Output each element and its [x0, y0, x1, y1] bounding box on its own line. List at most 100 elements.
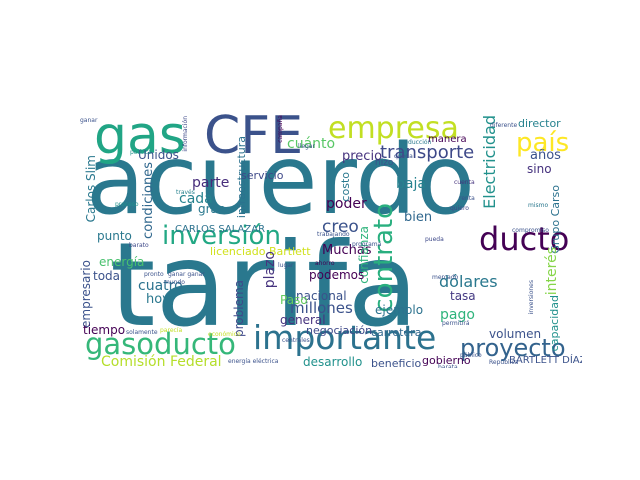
word: servicio [241, 169, 284, 182]
word: proceso [115, 201, 139, 208]
word: barata [438, 364, 458, 369]
word: inversión [162, 221, 281, 251]
word: Unidos [138, 148, 179, 162]
word: toda [93, 269, 121, 283]
word: gasoducto [85, 327, 236, 361]
word: punto [97, 229, 132, 243]
word: ahorro [315, 260, 335, 267]
word: desarrollo [303, 355, 363, 368]
word: pago [440, 307, 475, 323]
word: barato [129, 242, 149, 249]
word: contrato [369, 203, 399, 313]
word: tasa [450, 289, 476, 303]
word: plazo [262, 251, 278, 289]
word: beneficio [371, 357, 422, 368]
word: podemos [309, 268, 365, 282]
word: programa [352, 241, 382, 248]
word: Comisión Federal [101, 354, 222, 368]
word: manera [428, 134, 467, 145]
word: mundo [164, 279, 185, 286]
word: tarifa [110, 218, 419, 353]
word: mismo [528, 202, 549, 209]
word: importante [253, 318, 437, 357]
word: inversiones [528, 280, 535, 315]
word: tiempo [83, 323, 126, 337]
word: acuerdo [86, 124, 475, 236]
word: parte [192, 175, 230, 191]
word: empresario [80, 260, 93, 328]
word: problema [232, 280, 246, 338]
word: ganar ganar [168, 271, 205, 278]
word: energía eléctrica [228, 358, 279, 365]
word: Paso [280, 293, 308, 307]
word: costo [339, 172, 352, 202]
word: capacidad [548, 295, 561, 352]
word: económico [208, 331, 241, 338]
word: República [489, 359, 519, 366]
word: energía [99, 255, 145, 269]
word: trabajando [317, 231, 350, 238]
word: pueda [425, 236, 444, 243]
word: años [530, 148, 561, 163]
word: permitirá [442, 320, 470, 327]
word: través [176, 189, 195, 196]
word: nacional [296, 289, 347, 303]
word: volumen [489, 327, 542, 341]
word: lugar [278, 262, 294, 269]
word: hizo [375, 158, 394, 168]
word: cuánto [287, 136, 336, 152]
word: quiero [450, 205, 469, 212]
word: condiciones [141, 162, 156, 239]
word: Carlos Slim [84, 155, 98, 223]
word: llegar [298, 143, 315, 150]
word: cuenta [454, 179, 475, 186]
word: compromiso [512, 227, 549, 234]
word: ganar [80, 117, 98, 124]
word: reducción [402, 139, 432, 146]
word: renta [459, 195, 475, 202]
word: BARTLETT DÍAZ [509, 355, 582, 366]
word: empresa [328, 111, 459, 146]
word: diferente [490, 122, 518, 129]
word: precio [342, 149, 383, 164]
word: CFE [204, 110, 304, 166]
word: gran [198, 202, 226, 216]
word: baja [396, 176, 426, 192]
word: hoy [146, 292, 170, 307]
word: ducto [479, 220, 570, 258]
word: dólares [439, 272, 498, 291]
word: Electricidad [480, 115, 499, 209]
word: CARLOS SALAZAR [175, 224, 266, 235]
word: sino [527, 162, 552, 176]
word: gobierno [422, 354, 471, 367]
word: proyecto [460, 334, 566, 362]
word-cloud: acuerdo tarifa CFE gas empresa importante duct… [80, 110, 582, 368]
word: queda [394, 153, 413, 160]
word: gas [94, 110, 186, 166]
word: poder [326, 196, 367, 212]
word: Grupo Carso [549, 185, 562, 254]
word: público [460, 352, 482, 359]
word: centrales [282, 337, 310, 344]
word: director [518, 117, 561, 130]
word: negociación [306, 324, 373, 337]
word: creo [322, 217, 359, 237]
word: campaña [277, 115, 284, 143]
word: parecía [160, 327, 183, 334]
word: solamente [126, 329, 158, 336]
word: política [130, 149, 152, 156]
word: mercado [432, 274, 459, 281]
word: carretera [371, 326, 422, 339]
word: información [182, 116, 189, 152]
word: interés [544, 247, 560, 296]
word: bien [404, 210, 433, 225]
word: Muchas [322, 243, 372, 258]
word: cuatro [138, 278, 183, 294]
word: licenciado Bartlett [210, 245, 311, 258]
word: general [280, 313, 326, 327]
word: cada [179, 191, 213, 207]
word: transporte [380, 142, 475, 163]
word: país [516, 128, 570, 158]
word: millones [290, 299, 353, 317]
word: pronto [144, 271, 164, 278]
